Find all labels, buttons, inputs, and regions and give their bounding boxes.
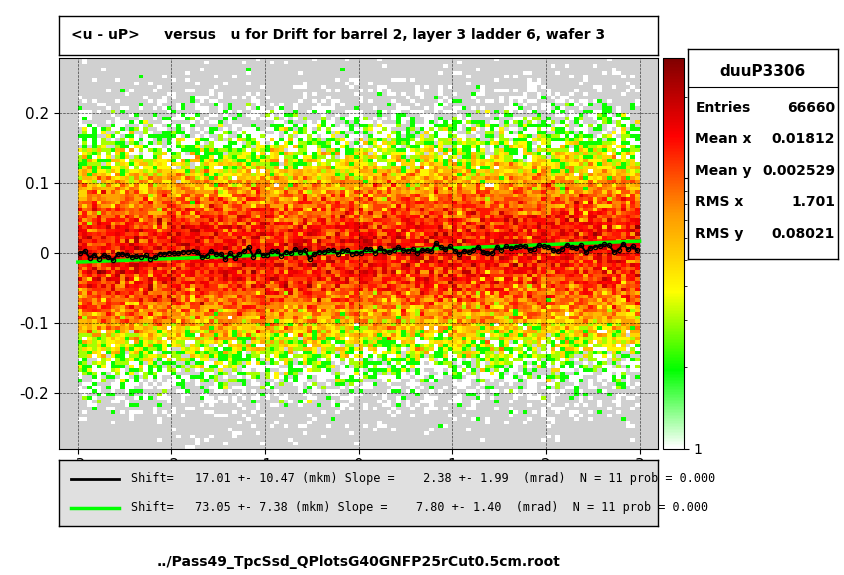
Text: duuP3306: duuP3306	[720, 64, 806, 79]
Text: Mean x: Mean x	[695, 132, 752, 146]
Text: 0.002529: 0.002529	[762, 164, 835, 178]
Text: 0.01812: 0.01812	[771, 132, 835, 146]
Text: 1.701: 1.701	[791, 195, 835, 209]
Text: RMS y: RMS y	[695, 227, 744, 240]
Text: 0.08021: 0.08021	[771, 227, 835, 240]
Text: <u - uP>     versus   u for Drift for barrel 2, layer 3 ladder 6, wafer 3: <u - uP> versus u for Drift for barrel 2…	[71, 28, 605, 42]
Text: Shift=   17.01 +- 10.47 (mkm) Slope =    2.38 +- 1.99  (mrad)  N = 11 prob = 0.0: Shift= 17.01 +- 10.47 (mkm) Slope = 2.38…	[131, 472, 715, 485]
Text: Mean y: Mean y	[695, 164, 752, 178]
Text: ../Pass49_TpcSsd_QPlotsG40GNFP25rCut0.5cm.root: ../Pass49_TpcSsd_QPlotsG40GNFP25rCut0.5c…	[157, 555, 560, 569]
Text: 66660: 66660	[787, 101, 835, 114]
Text: Shift=   73.05 +- 7.38 (mkm) Slope =    7.80 +- 1.40  (mrad)  N = 11 prob = 0.00: Shift= 73.05 +- 7.38 (mkm) Slope = 7.80 …	[131, 501, 708, 514]
Text: Entries: Entries	[695, 101, 750, 114]
Text: RMS x: RMS x	[695, 195, 744, 209]
